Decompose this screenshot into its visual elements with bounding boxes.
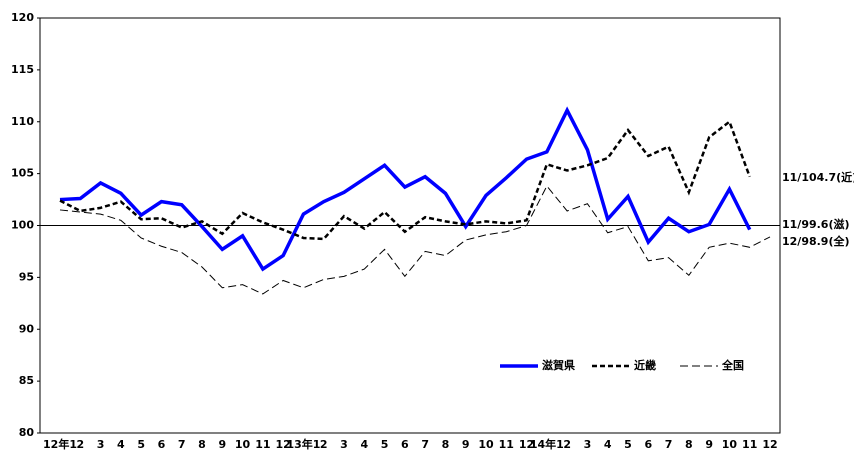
x-tick-label: 10 xyxy=(722,438,738,451)
x-tick-label: 11 xyxy=(255,438,270,451)
x-tick-label: 6 xyxy=(644,438,652,451)
x-tick-label: 14年1 xyxy=(530,437,564,451)
y-tick-label: 85 xyxy=(19,374,34,387)
x-tick-label: 4 xyxy=(604,438,612,451)
x-tick-label: 2 xyxy=(320,438,328,451)
x-tick-label: 6 xyxy=(158,438,166,451)
x-tick-label: 11 xyxy=(499,438,514,451)
annotation: 11/99.6(滋) xyxy=(782,217,850,231)
x-tick-label: 3 xyxy=(340,438,348,451)
x-tick-label: 8 xyxy=(198,438,206,451)
x-tick-label: 3 xyxy=(97,438,105,451)
x-tick-label: 12 xyxy=(275,438,290,451)
x-tick-label: 2 xyxy=(563,438,571,451)
x-tick-label: 4 xyxy=(360,438,368,451)
x-tick-label: 8 xyxy=(442,438,450,451)
x-tick-label: 12 xyxy=(762,438,777,451)
x-tick-label: 3 xyxy=(584,438,592,451)
x-tick-label: 7 xyxy=(421,438,429,451)
legend-label: 滋賀県 xyxy=(542,358,575,372)
series-line xyxy=(59,106,752,272)
y-tick-label: 105 xyxy=(11,167,34,180)
x-tick-label: 12年1 xyxy=(43,437,77,451)
legend-label: 全国 xyxy=(721,358,744,372)
series-line xyxy=(59,119,751,241)
y-tick-label: 120 xyxy=(11,11,34,24)
x-tick-label: 6 xyxy=(401,438,409,451)
x-tick-label: 9 xyxy=(218,438,226,451)
x-tick-label: 13年1 xyxy=(286,437,320,451)
x-tick-label: 11 xyxy=(742,438,757,451)
x-tick-label: 5 xyxy=(381,438,389,451)
x-tick-label: 5 xyxy=(624,438,632,451)
y-tick-label: 80 xyxy=(19,426,35,439)
y-tick-label: 100 xyxy=(11,219,34,232)
annotation: 11/104.7(近) xyxy=(782,170,854,184)
x-tick-label: 7 xyxy=(665,438,673,451)
x-tick-label: 10 xyxy=(235,438,251,451)
x-tick-label: 10 xyxy=(478,438,494,451)
x-tick-label: 12 xyxy=(519,438,534,451)
y-tick-label: 95 xyxy=(19,270,34,283)
x-tick-label: 2 xyxy=(76,438,84,451)
series-line xyxy=(59,185,771,295)
y-tick-label: 115 xyxy=(11,63,34,76)
legend-label: 近畿 xyxy=(634,358,656,372)
y-tick-label: 110 xyxy=(11,115,34,128)
x-tick-label: 8 xyxy=(685,438,693,451)
x-tick-label: 7 xyxy=(178,438,186,451)
x-tick-label: 4 xyxy=(117,438,125,451)
x-tick-label: 9 xyxy=(705,438,713,451)
x-tick-label: 5 xyxy=(137,438,145,451)
x-tick-label: 9 xyxy=(462,438,470,451)
y-tick-label: 90 xyxy=(19,322,35,335)
annotation: 12/98.9(全) xyxy=(782,234,850,248)
